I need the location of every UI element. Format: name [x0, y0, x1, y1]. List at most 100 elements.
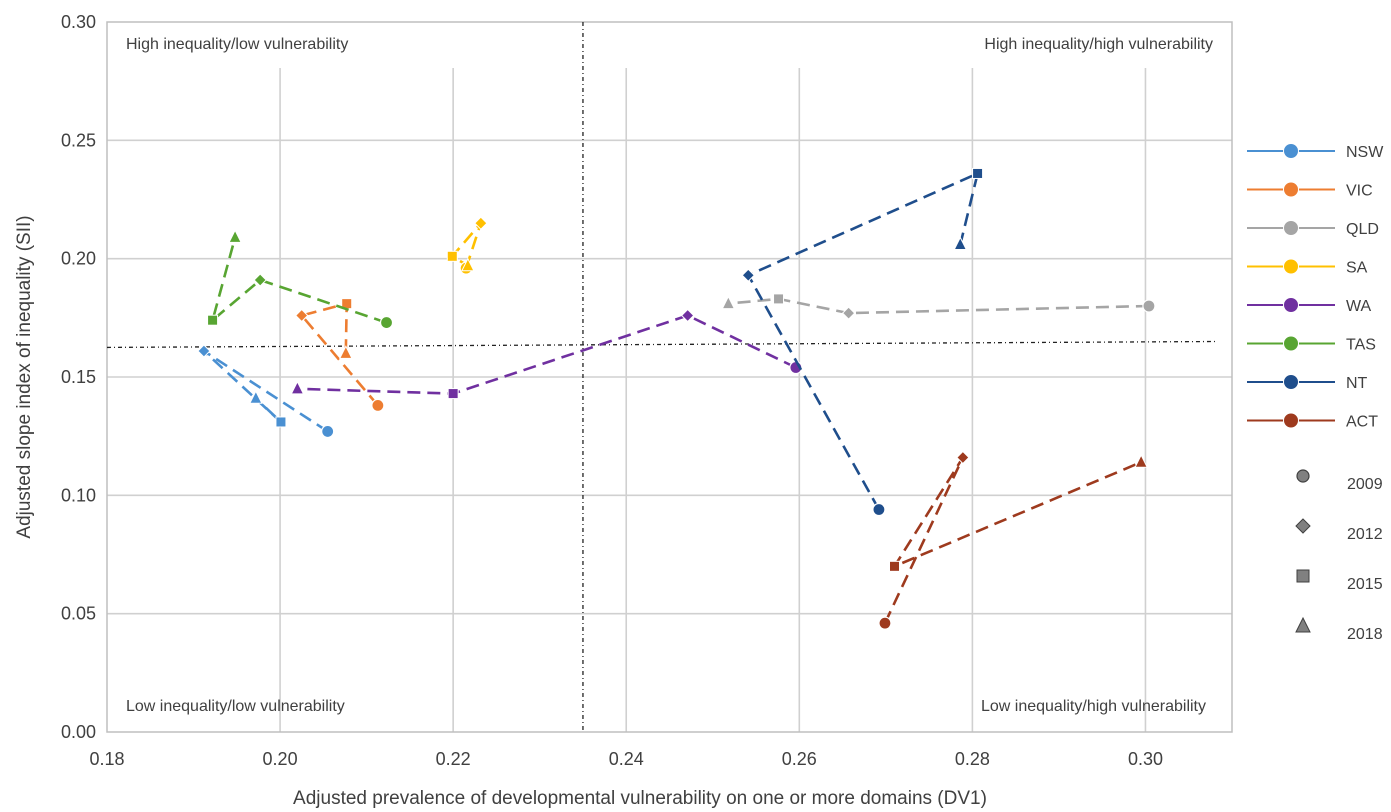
point-vic-2009	[371, 398, 385, 412]
point-nsw-2012	[197, 344, 211, 358]
tick-labels: 0.18 0.20 0.22 0.24 0.26 0.28 0.30 0.00 0.05 0.10…	[61, 12, 1163, 769]
legend-year-marker	[1296, 569, 1310, 583]
legend-swatch-marker	[1283, 181, 1299, 198]
quadrant-label-bottom-left: Low inequality/low vulnerability	[126, 698, 345, 715]
x-tick-label: 0.26	[782, 749, 817, 769]
legend-year-label: 2018	[1347, 626, 1383, 643]
legend-item-act: ACT	[1247, 412, 1378, 431]
y-axis-label: Adjusted slope index of inequality (SII)	[14, 215, 35, 538]
legend-swatch-marker	[1283, 220, 1299, 236]
legend-swatch-marker	[1283, 335, 1299, 352]
series-line-act	[883, 456, 1142, 624]
point-qld-2012	[841, 306, 856, 320]
series-line-sa	[450, 222, 483, 269]
series-line-wa	[297, 314, 797, 395]
x-axis-label: Adjusted prevalence of developmental vul…	[293, 788, 987, 809]
x-tick-label: 0.18	[89, 749, 124, 769]
legend-swatch-marker	[1283, 297, 1299, 313]
legend-swatch-marker	[1283, 374, 1299, 390]
series-vic	[295, 298, 385, 412]
y-tick-label: 0.15	[61, 367, 96, 387]
y-tick-label: 0.00	[61, 722, 96, 742]
legend-item-tas: TAS	[1247, 335, 1376, 354]
x-tick-label: 0.24	[609, 749, 644, 769]
point-act-2012	[956, 450, 970, 465]
x-tick-label: 0.28	[955, 749, 990, 769]
series-act	[878, 450, 1148, 630]
legend-label: VIC	[1346, 183, 1373, 200]
y-tick-label: 0.10	[61, 485, 96, 505]
legend-swatch-marker	[1283, 258, 1299, 275]
reference-lines	[106, 22, 1218, 732]
legend-year-marker	[1295, 518, 1311, 534]
legend-year-2015: 2015	[1296, 569, 1383, 593]
legend-swatch-marker	[1283, 412, 1299, 429]
point-nsw-2018	[249, 390, 263, 404]
legend-swatch-marker	[1283, 143, 1299, 159]
point-wa-2015	[447, 388, 459, 400]
legend-label: NSW	[1346, 144, 1384, 161]
point-sa-2018	[461, 257, 475, 272]
legend-item-qld: QLD	[1247, 220, 1379, 238]
point-qld-2009	[1142, 299, 1156, 313]
point-tas-2009	[379, 315, 394, 330]
legend-year-label: 2012	[1347, 526, 1383, 543]
series-tas	[207, 229, 394, 330]
y-tick-label: 0.25	[61, 130, 96, 150]
legend-year-marker	[1295, 616, 1311, 633]
legend-label: TAS	[1346, 337, 1376, 354]
series-sa	[446, 216, 488, 275]
quadrant-label-bottom-right: Low inequality/high vulnerability	[981, 698, 1206, 715]
legend-label: NT	[1346, 375, 1368, 392]
point-wa-2012	[680, 308, 695, 323]
plot-area-border	[106, 21, 1233, 733]
legend-item-wa: WA	[1247, 297, 1372, 315]
series-line-vic	[299, 301, 379, 407]
x-tick-label: 0.20	[263, 749, 298, 769]
series-qld	[721, 293, 1156, 320]
point-nt-2018	[953, 236, 968, 250]
point-nsw-2015	[275, 416, 287, 428]
series-layer	[197, 167, 1156, 630]
legend: NSW VIC QLD SA WA TAS NT ACT 2009 2012 2015 2018	[1247, 143, 1384, 643]
point-qld-2015	[773, 293, 785, 305]
legend-label: SA	[1346, 260, 1368, 277]
point-nt-2012	[741, 268, 755, 282]
legend-year-marker	[1296, 469, 1310, 483]
point-act-2018	[1134, 454, 1148, 468]
point-tas-2015	[207, 314, 219, 326]
legend-year-label: 2009	[1347, 476, 1383, 493]
y-tick-label: 0.20	[61, 249, 96, 269]
point-vic-2018	[339, 345, 353, 359]
quadrant-label-top-left: High inequality/low vulnerability	[126, 36, 348, 53]
legend-item-nt: NT	[1247, 374, 1368, 392]
point-qld-2018	[721, 295, 736, 310]
legend-item-nsw: NSW	[1247, 143, 1384, 161]
horizontal-reference-line	[106, 340, 1218, 349]
legend-label: ACT	[1346, 414, 1378, 431]
point-vic-2012	[295, 308, 309, 323]
legend-year-2009: 2009	[1296, 469, 1383, 493]
series-line-tas	[210, 237, 387, 324]
point-nt-2009	[872, 502, 886, 517]
legend-year-2018: 2018	[1295, 616, 1383, 643]
quadrant-label-top-right: High inequality/high vulnerability	[984, 36, 1213, 53]
x-tick-label: 0.22	[436, 749, 471, 769]
legend-label: QLD	[1346, 221, 1379, 238]
series-nt	[741, 167, 984, 517]
point-act-2015	[889, 560, 900, 572]
legend-item-sa: SA	[1247, 258, 1368, 277]
y-tick-label: 0.05	[61, 604, 96, 624]
grid-lines	[107, 68, 1232, 732]
y-tick-label: 0.30	[61, 12, 96, 32]
series-line-nt	[746, 171, 980, 511]
series-nsw	[197, 344, 335, 439]
point-tas-2012	[253, 273, 267, 287]
legend-year-label: 2015	[1347, 576, 1383, 593]
point-nt-2015	[972, 167, 984, 179]
point-sa-2015	[446, 250, 458, 262]
x-tick-label: 0.30	[1128, 749, 1163, 769]
point-sa-2012	[474, 216, 488, 230]
series-line-qld	[728, 297, 1149, 315]
series-line-nsw	[203, 349, 329, 433]
